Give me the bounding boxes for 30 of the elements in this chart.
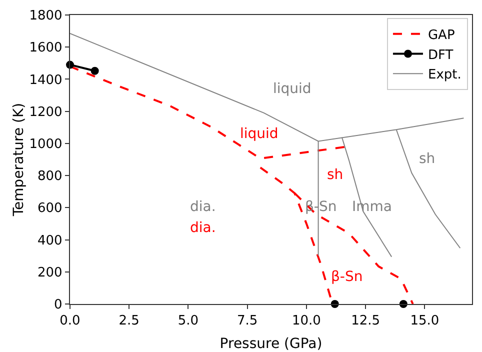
annotation: liquid	[273, 81, 312, 97]
x-tick-label: 0.0	[60, 314, 80, 329]
y-tick-label: 400	[37, 233, 62, 248]
legend-label: Expt.	[428, 68, 462, 83]
x-tick-label: 12.5	[351, 314, 380, 329]
y-tick-label: 800	[37, 169, 62, 184]
annotation: liquid	[240, 126, 278, 142]
legend-label: DFT	[428, 48, 454, 63]
annotation: dia.	[190, 220, 216, 236]
annotation: β-Sn	[331, 269, 363, 285]
y-axis-title: Temperature (K)	[11, 102, 28, 218]
x-tick-label: 10.0	[292, 314, 321, 329]
point	[90, 66, 99, 75]
y-tick-label: 0	[54, 298, 62, 313]
y-tick-label: 1600	[29, 40, 62, 56]
legend-label: GAP	[428, 28, 455, 43]
y-tick-label: 200	[37, 265, 62, 280]
y-tick-label: 1800	[29, 8, 62, 24]
y-tick-label: 1000	[29, 136, 62, 152]
x-tick-label: 15.0	[410, 314, 440, 329]
annotation: dia.	[190, 199, 216, 215]
annotation: sh	[419, 151, 436, 167]
y-tick-label: 600	[37, 201, 62, 216]
y-tick-label: 1400	[29, 72, 62, 88]
x-tick-label: 2.5	[118, 314, 140, 329]
x-tick-label: 7.5	[237, 314, 258, 329]
annotation: sh	[327, 167, 344, 183]
y-tick-label: 1200	[29, 104, 62, 120]
x-tick-label: 5.0	[178, 314, 199, 329]
x-axis-title: Pressure (GPa)	[220, 336, 322, 352]
